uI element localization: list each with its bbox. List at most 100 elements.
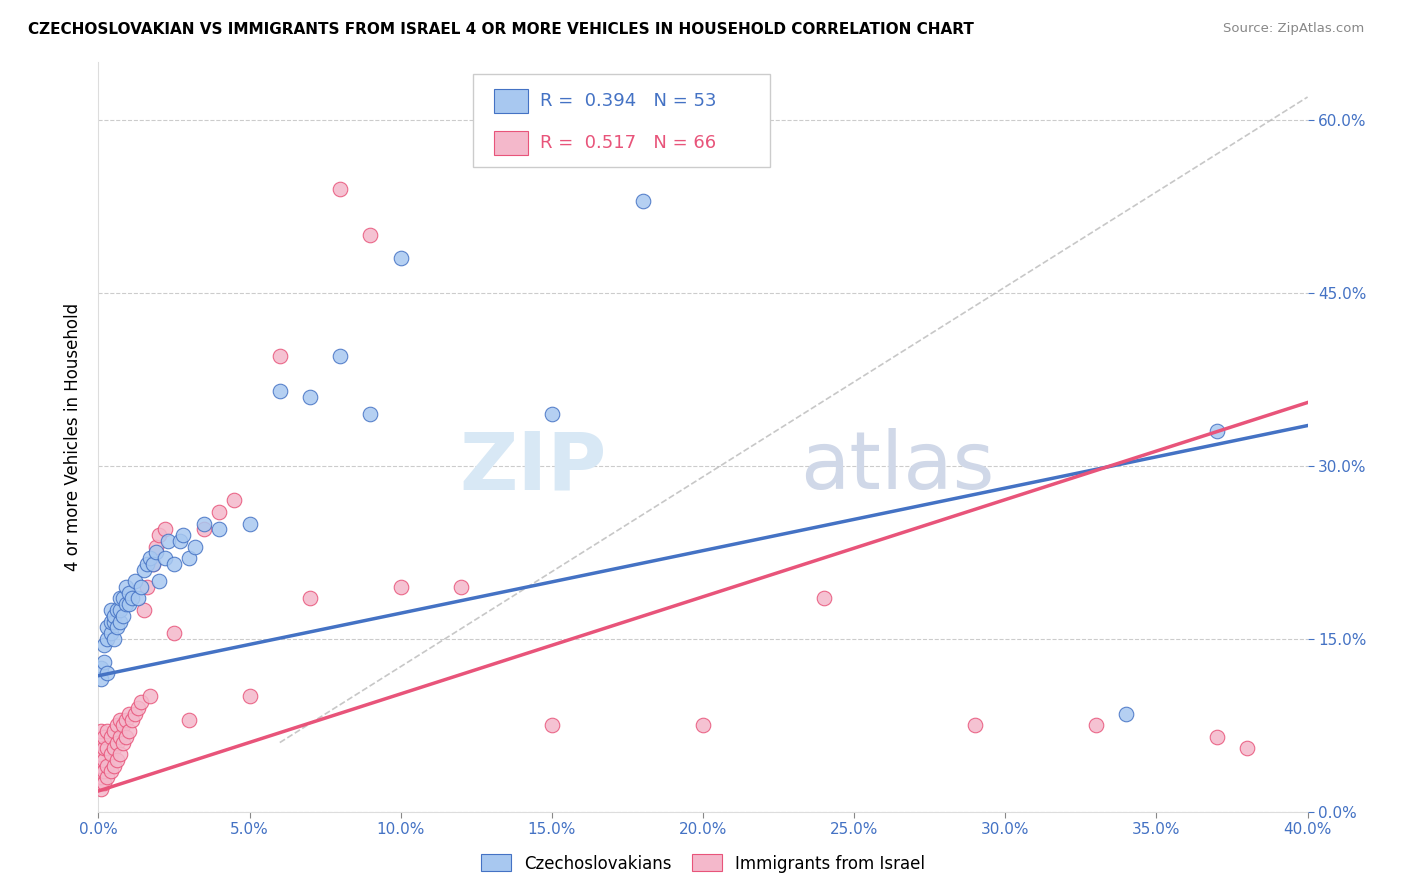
Text: Source: ZipAtlas.com: Source: ZipAtlas.com xyxy=(1223,22,1364,36)
Point xyxy=(329,182,352,196)
Point xyxy=(111,608,134,623)
Text: CZECHOSLOVAKIAN VS IMMIGRANTS FROM ISRAEL 4 OR MORE VEHICLES IN HOUSEHOLD CORREL: CZECHOSLOVAKIAN VS IMMIGRANTS FROM ISRAE… xyxy=(28,22,974,37)
Point xyxy=(540,407,562,421)
Point xyxy=(105,603,128,617)
Bar xyxy=(494,88,527,112)
Point xyxy=(100,747,122,761)
Text: ZIP: ZIP xyxy=(458,428,606,506)
Point xyxy=(93,741,115,756)
Point xyxy=(100,603,122,617)
Point xyxy=(96,632,118,646)
Point xyxy=(329,350,352,364)
Point xyxy=(179,551,201,566)
Point xyxy=(172,528,194,542)
Point xyxy=(90,735,112,749)
Point xyxy=(360,228,382,243)
Point xyxy=(90,753,112,767)
Point xyxy=(96,666,118,681)
Point xyxy=(148,528,170,542)
Point xyxy=(1206,425,1229,439)
Text: R =  0.517   N = 66: R = 0.517 N = 66 xyxy=(540,134,716,152)
Point xyxy=(965,718,987,732)
Point xyxy=(96,770,118,784)
Point xyxy=(193,522,215,536)
Point xyxy=(90,672,112,686)
Point xyxy=(105,718,128,732)
Point xyxy=(118,597,141,611)
Point xyxy=(103,741,125,756)
Point xyxy=(389,252,412,266)
Point xyxy=(813,591,835,606)
Point xyxy=(139,690,162,704)
Point xyxy=(114,713,136,727)
Point xyxy=(1085,718,1108,732)
Point xyxy=(450,580,472,594)
Point xyxy=(1115,706,1137,721)
FancyBboxPatch shape xyxy=(474,74,769,168)
Point xyxy=(360,407,382,421)
Point xyxy=(96,758,118,772)
Point xyxy=(1206,730,1229,744)
Point xyxy=(90,660,112,674)
Point xyxy=(163,557,186,571)
Point xyxy=(93,638,115,652)
Point xyxy=(103,724,125,739)
Point xyxy=(108,591,131,606)
Point xyxy=(114,580,136,594)
Point xyxy=(108,603,131,617)
Point xyxy=(299,591,322,606)
Point xyxy=(692,718,714,732)
Point xyxy=(105,753,128,767)
Point xyxy=(90,747,112,761)
Point xyxy=(108,730,131,744)
Point xyxy=(142,557,165,571)
Point xyxy=(100,615,122,629)
Point xyxy=(90,776,112,790)
Point xyxy=(139,551,162,566)
Point xyxy=(103,758,125,772)
Point xyxy=(93,655,115,669)
Point xyxy=(184,540,207,554)
Point xyxy=(114,730,136,744)
Point xyxy=(108,615,131,629)
Point xyxy=(118,706,141,721)
Point xyxy=(96,724,118,739)
Point xyxy=(127,591,149,606)
Point xyxy=(156,533,179,548)
Point xyxy=(631,194,654,208)
Y-axis label: 4 or more Vehicles in Household: 4 or more Vehicles in Household xyxy=(65,303,83,571)
Point xyxy=(90,781,112,796)
Point xyxy=(129,580,152,594)
Point xyxy=(121,713,143,727)
Point xyxy=(100,764,122,779)
Point xyxy=(124,574,146,589)
Point xyxy=(299,390,322,404)
Point xyxy=(145,545,167,559)
Point xyxy=(239,516,262,531)
Point xyxy=(111,591,134,606)
Point xyxy=(540,718,562,732)
Point xyxy=(129,695,152,709)
Point xyxy=(132,563,155,577)
Point xyxy=(153,522,176,536)
Point xyxy=(100,626,122,640)
Point xyxy=(90,724,112,739)
Point xyxy=(163,626,186,640)
Point xyxy=(193,516,215,531)
Point xyxy=(108,713,131,727)
Point xyxy=(127,701,149,715)
Point xyxy=(103,608,125,623)
Point xyxy=(111,718,134,732)
Point xyxy=(108,747,131,761)
Bar xyxy=(494,130,527,154)
Point xyxy=(132,603,155,617)
Text: atlas: atlas xyxy=(800,428,994,506)
Point xyxy=(90,758,112,772)
Point xyxy=(90,764,112,779)
Point xyxy=(100,730,122,744)
Point xyxy=(96,620,118,634)
Point xyxy=(93,753,115,767)
Point xyxy=(269,384,291,398)
Point xyxy=(239,690,262,704)
Point xyxy=(135,580,157,594)
